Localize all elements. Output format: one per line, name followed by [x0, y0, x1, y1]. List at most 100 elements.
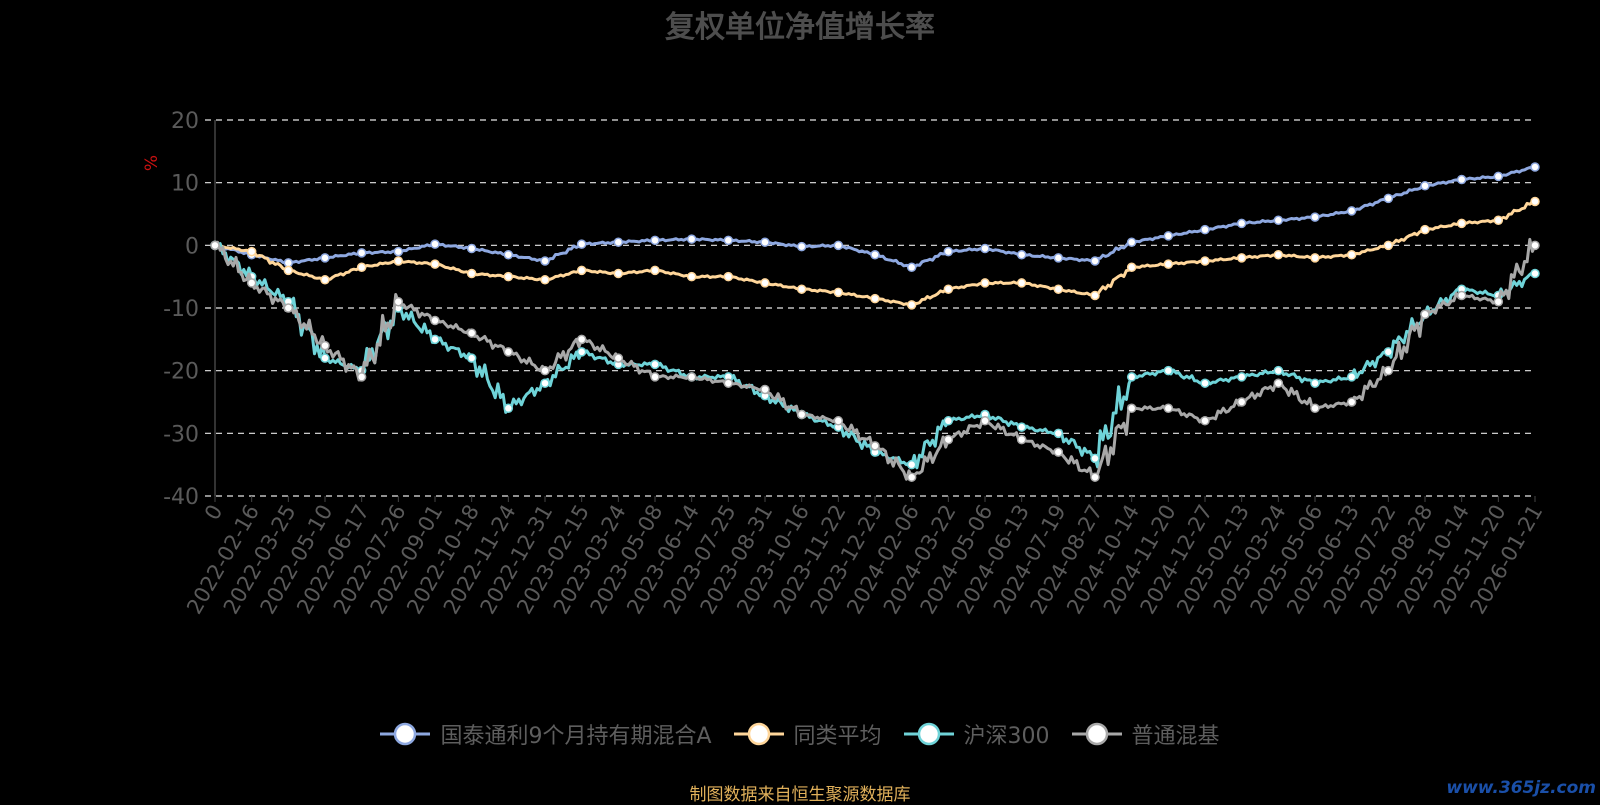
data-point: [1126, 403, 1137, 414]
data-point: [760, 278, 770, 288]
data-point: [1383, 347, 1394, 357]
legend-label: 沪深300: [963, 724, 1050, 749]
data-point: [540, 365, 550, 376]
data-point: [1273, 215, 1284, 226]
data-point: [430, 334, 440, 345]
data-point: [1493, 171, 1504, 182]
data-point: [320, 253, 330, 263]
data-point: [503, 347, 514, 357]
data-point: [430, 259, 440, 269]
x-axis: 02022-02-162022-03-252022-05-102022-06-1…: [182, 496, 1547, 618]
data-point: [1310, 253, 1320, 263]
data-point: [1456, 174, 1467, 185]
data-point: [686, 372, 697, 382]
data-point: [723, 235, 734, 246]
data-point: [503, 249, 514, 260]
data-point: [540, 256, 550, 266]
chart-title: 复权单位净值增长率: [665, 10, 935, 45]
y-tick-label: 20: [171, 109, 199, 134]
data-source-note: 制图数据来自恒生聚源数据库: [689, 785, 911, 805]
data-point: [1016, 278, 1027, 288]
data-point: [1163, 365, 1174, 376]
data-point: [1530, 162, 1540, 172]
data-point: [613, 237, 624, 247]
data-point: [650, 265, 660, 276]
data-point: [870, 293, 880, 304]
data-point: [613, 268, 624, 279]
data-point: [466, 353, 477, 363]
data-point: [1053, 428, 1064, 439]
data-point: [430, 239, 440, 249]
data-point: [723, 271, 734, 282]
data-point: [760, 384, 770, 395]
legend-label: 国泰通利9个月持有期混合A: [440, 724, 712, 749]
legend-marker-icon: [1071, 722, 1122, 746]
data-point: [796, 409, 807, 420]
y-axis: 20 10 0 -10 -20 -30 -40: [163, 109, 216, 510]
data-point: [1346, 249, 1357, 260]
data-point: [1420, 181, 1430, 191]
data-point: [283, 303, 294, 313]
data-point: [1053, 284, 1064, 294]
data-point: [1016, 422, 1027, 432]
data-point: [833, 240, 844, 251]
data-point: [1420, 224, 1430, 235]
legend-item[interactable]: 沪深300: [903, 718, 1050, 750]
series-line: [214, 242, 1536, 470]
legend-item[interactable]: 普通混基: [1071, 718, 1220, 750]
data-point: [246, 246, 257, 257]
data-point: [650, 372, 660, 382]
data-point: [540, 378, 550, 388]
data-point: [760, 237, 770, 247]
data-point: [503, 403, 514, 414]
data-point: [723, 378, 734, 388]
data-point: [576, 265, 587, 276]
data-point: [1053, 253, 1064, 263]
y-tick-label: -40: [163, 485, 199, 510]
data-point: [356, 372, 367, 382]
data-point: [1273, 249, 1284, 260]
y-tick-label: -30: [163, 422, 199, 447]
data-point: [1163, 231, 1174, 241]
data-point: [613, 353, 624, 363]
data-point: [393, 296, 404, 307]
legend-label: 普通混基: [1131, 724, 1220, 749]
data-point: [1236, 218, 1247, 229]
data-point: [686, 234, 697, 244]
data-point: [650, 235, 660, 246]
data-point: [466, 328, 477, 338]
data-point: [1530, 268, 1540, 279]
legend-item[interactable]: 同类平均: [733, 718, 882, 750]
data-point: [870, 441, 880, 451]
data-point: [1126, 262, 1137, 273]
data-point: [1383, 193, 1394, 204]
legend-marker-icon: [903, 722, 954, 746]
data-point: [906, 459, 917, 470]
data-point: [1310, 378, 1320, 388]
line-chart: % 20 10 0 -10 -20 -30 -40 02022-02-162022-03-2…: [142, 109, 1547, 618]
data-point: [503, 271, 514, 282]
data-point: [1236, 253, 1247, 263]
data-point: [466, 268, 477, 279]
data-point: [1530, 196, 1540, 207]
data-point: [1016, 434, 1027, 445]
legend-item[interactable]: 国泰通利9个月持有期混合A: [380, 718, 712, 750]
data-point: [943, 246, 954, 257]
data-point: [796, 241, 807, 252]
data-point: [430, 315, 440, 326]
data-point: [1530, 240, 1540, 251]
data-point: [1310, 403, 1320, 414]
y-axis-unit-label: %: [142, 155, 162, 171]
legend-marker-icon: [733, 722, 784, 746]
data-point: [1090, 472, 1100, 482]
data-point: [1200, 416, 1210, 426]
data-point: [980, 243, 990, 254]
data-point: [393, 256, 404, 266]
data-point: [576, 347, 587, 357]
data-point: [833, 416, 844, 426]
data-point: [1346, 397, 1357, 407]
data-point: [356, 262, 367, 273]
data-point: [1493, 296, 1504, 307]
data-point: [980, 278, 990, 288]
data-point: [943, 434, 954, 445]
